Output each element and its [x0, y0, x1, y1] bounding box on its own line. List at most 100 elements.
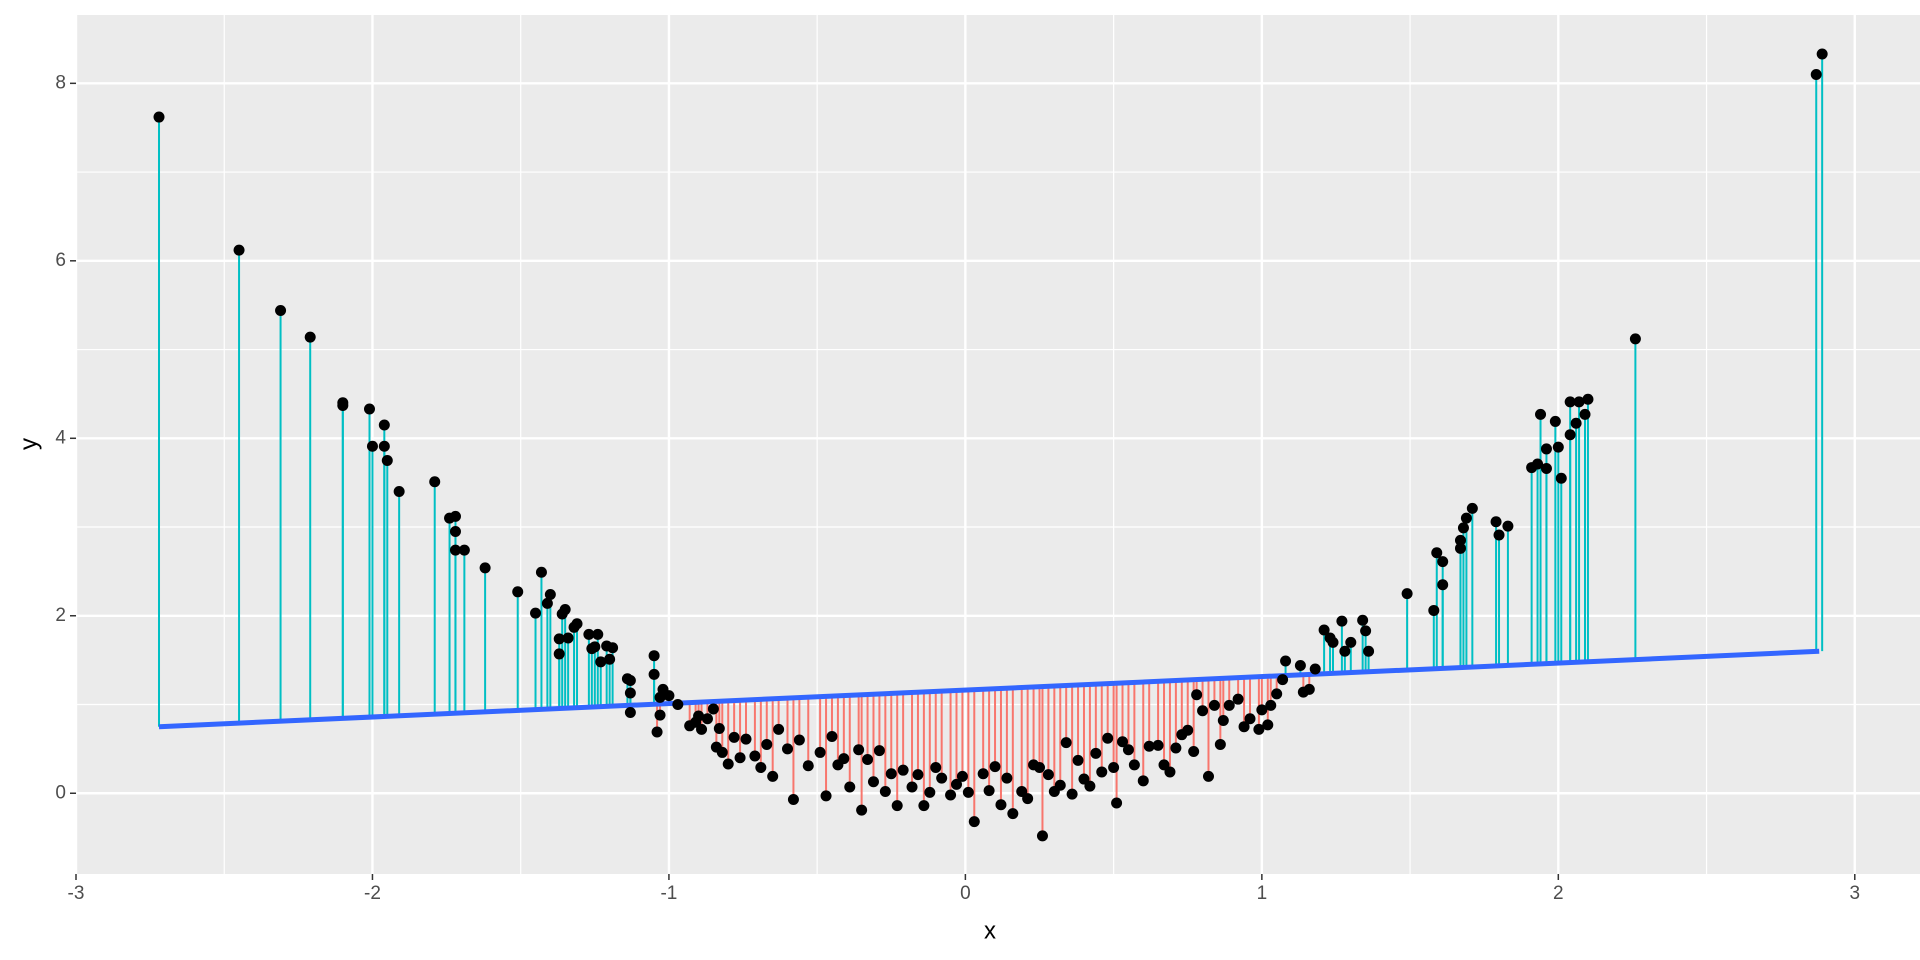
point — [1345, 636, 1357, 648]
point — [1202, 770, 1214, 782]
point — [1191, 689, 1203, 701]
point — [773, 723, 785, 735]
point — [1208, 699, 1220, 711]
point — [1253, 723, 1265, 735]
point — [1223, 699, 1235, 711]
point — [366, 440, 378, 452]
point — [1466, 502, 1478, 514]
point — [1001, 772, 1013, 784]
point — [1244, 713, 1256, 725]
point — [592, 628, 604, 640]
point — [906, 781, 918, 793]
point — [1339, 645, 1351, 657]
point — [1090, 747, 1102, 759]
point — [648, 668, 660, 680]
point — [1629, 333, 1641, 345]
point — [553, 648, 565, 660]
point — [1437, 579, 1449, 591]
y-tick-label: 4 — [55, 427, 66, 448]
point — [153, 111, 165, 123]
point — [304, 331, 316, 343]
point — [1579, 408, 1591, 420]
point — [1060, 737, 1072, 749]
point — [1238, 721, 1250, 733]
point — [449, 525, 461, 537]
point — [544, 588, 556, 600]
point — [802, 760, 814, 772]
point — [1256, 704, 1268, 716]
point — [793, 734, 805, 746]
point — [1327, 636, 1339, 648]
point — [977, 768, 989, 780]
point — [1188, 746, 1200, 758]
point — [530, 607, 542, 619]
point — [897, 764, 909, 776]
point — [693, 710, 705, 722]
point — [918, 800, 930, 812]
point — [1128, 759, 1140, 771]
point — [1532, 458, 1544, 470]
point — [337, 399, 349, 411]
point — [844, 781, 856, 793]
point — [1117, 736, 1129, 748]
point — [740, 733, 752, 745]
point — [571, 618, 583, 630]
point — [1570, 417, 1582, 429]
point — [1036, 830, 1048, 842]
point — [1552, 441, 1564, 453]
point — [867, 776, 879, 788]
point — [1265, 699, 1277, 711]
x-tick-label: -1 — [660, 883, 677, 904]
point — [1490, 516, 1502, 528]
point — [1152, 739, 1164, 751]
y-tick-label: 2 — [55, 605, 66, 626]
point — [1336, 615, 1348, 627]
point — [1122, 744, 1134, 756]
point — [378, 440, 390, 452]
point — [722, 758, 734, 770]
fit-line — [158, 648, 1820, 730]
point — [1096, 766, 1108, 778]
point — [912, 769, 924, 781]
point — [1143, 740, 1155, 752]
point — [1428, 604, 1440, 616]
point — [995, 799, 1007, 811]
point — [1360, 625, 1372, 637]
point — [1401, 588, 1413, 600]
point — [648, 650, 660, 662]
y-tick-label: 8 — [55, 72, 66, 93]
point — [787, 793, 799, 805]
point — [1437, 556, 1449, 568]
point — [701, 713, 713, 725]
point — [814, 746, 826, 758]
point — [782, 743, 794, 755]
point — [1271, 688, 1283, 700]
point — [233, 244, 245, 256]
point — [1318, 624, 1330, 636]
point — [707, 703, 719, 715]
point — [1280, 655, 1292, 667]
point — [654, 709, 666, 721]
point — [1540, 443, 1552, 455]
point — [945, 789, 957, 801]
point — [363, 403, 375, 415]
point — [962, 786, 974, 798]
point — [512, 586, 524, 598]
point — [604, 653, 616, 665]
point — [1303, 683, 1315, 695]
y-tick-label: 0 — [55, 782, 66, 803]
point — [885, 768, 897, 780]
point — [393, 486, 405, 498]
point — [1102, 732, 1114, 744]
point — [879, 785, 891, 797]
point — [624, 687, 636, 699]
point — [607, 642, 619, 654]
point — [1182, 724, 1194, 736]
point — [559, 604, 571, 616]
point — [1540, 462, 1552, 474]
point — [1084, 780, 1096, 792]
x-tick-label: 2 — [1553, 883, 1564, 904]
point — [479, 562, 491, 574]
point — [1309, 663, 1321, 675]
point — [1066, 788, 1078, 800]
